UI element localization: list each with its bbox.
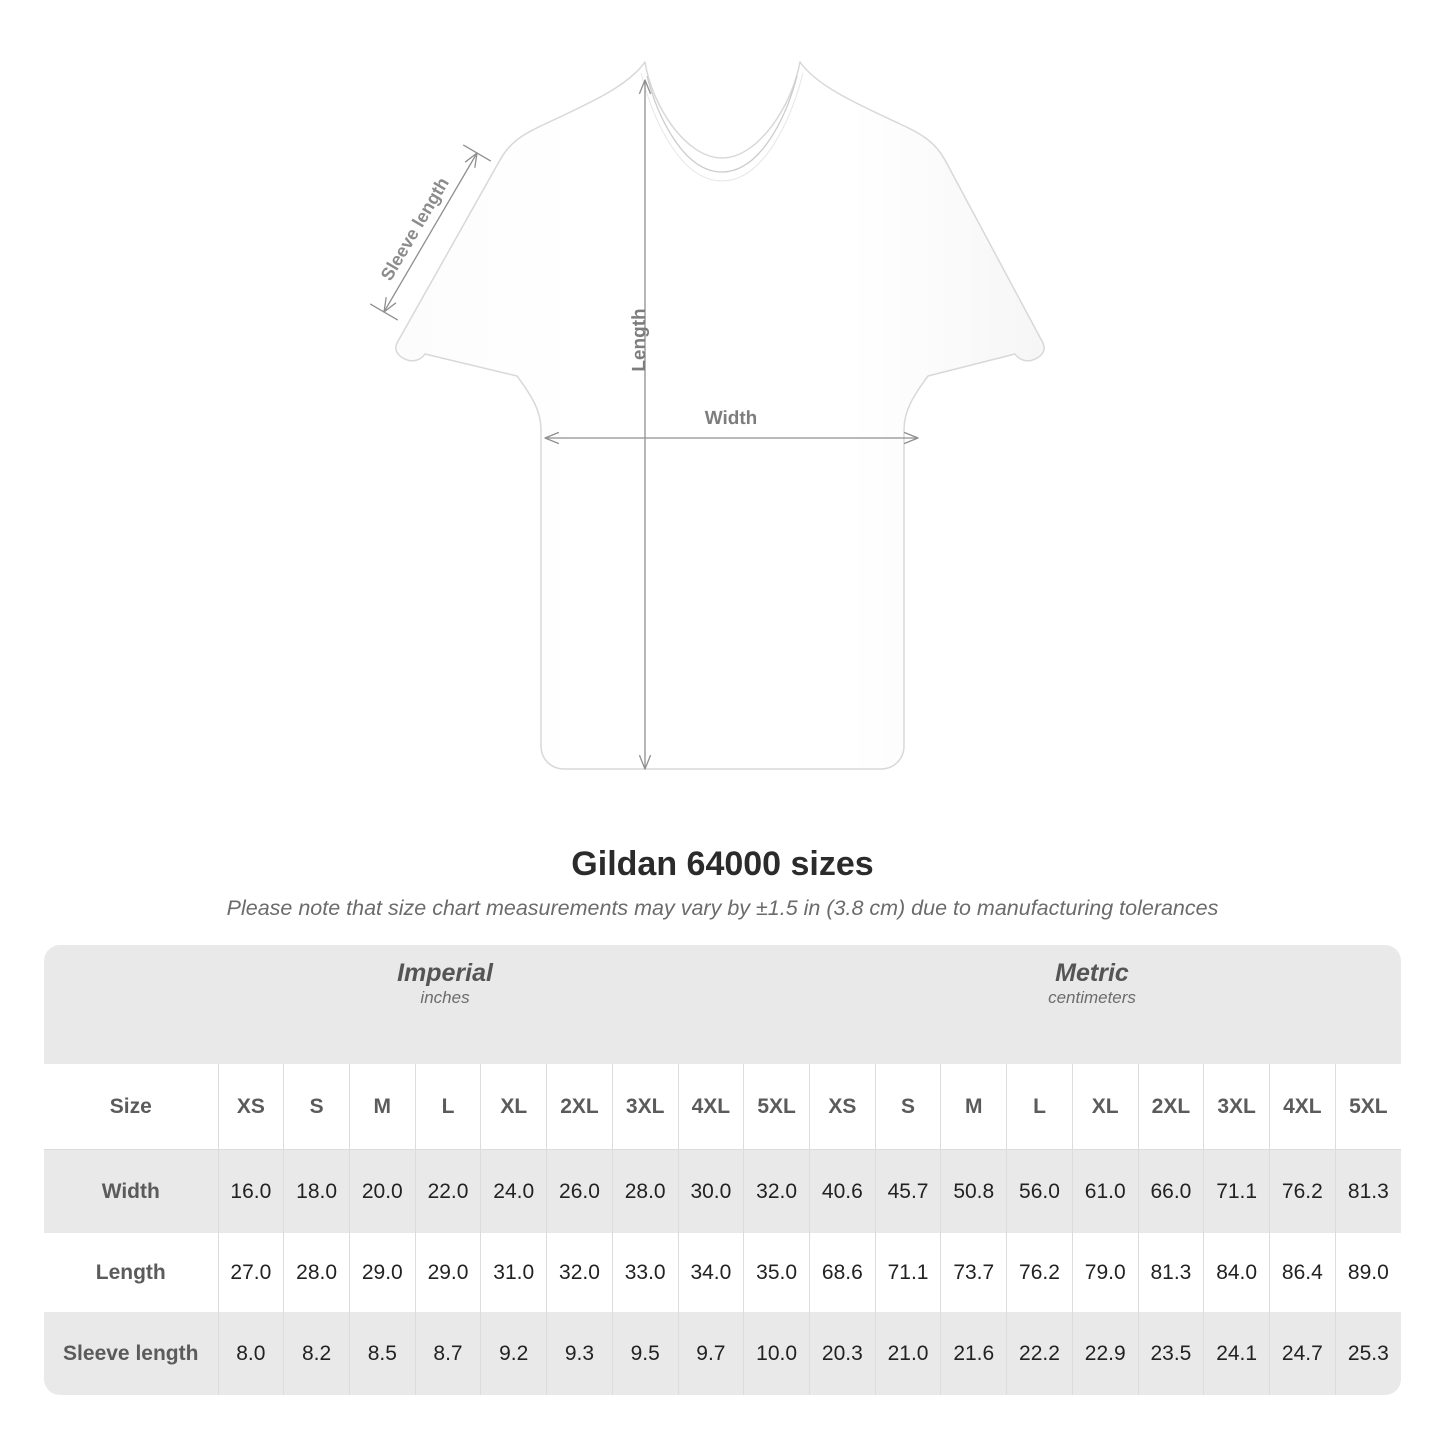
svg-text:Width: Width [705,408,758,429]
svg-text:Length: Length [629,308,650,371]
